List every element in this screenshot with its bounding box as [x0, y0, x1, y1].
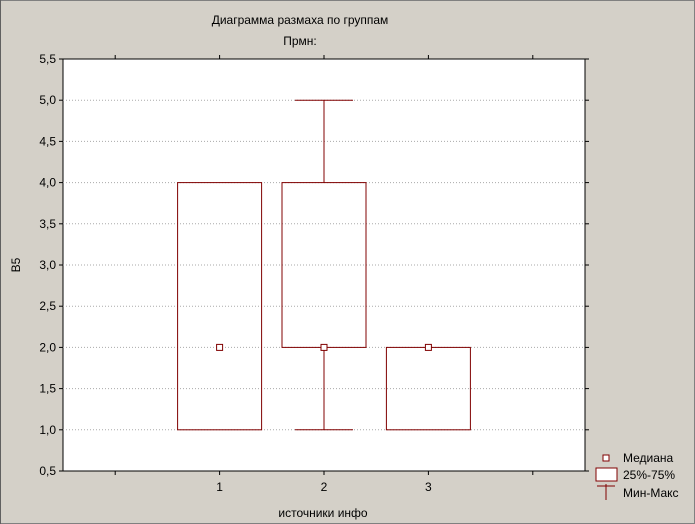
legend-box-label: 25%-75%: [623, 468, 675, 482]
x-tick-label: 1: [216, 480, 223, 494]
box-series: [177, 99, 471, 431]
x-tick-label: 3: [425, 480, 432, 494]
y-tick-label: 4,0: [39, 176, 56, 190]
x-axis-label: источники инфо: [278, 506, 368, 520]
y-axis-ticks: 0,5 1,0 1,5 2,0 2,5 3,0 3,5 4,0 4,5 5,0 5,5: [39, 52, 589, 478]
legend: Медиана 25%-75% Мин-Макс: [595, 451, 679, 500]
legend-median-label: Медиана: [623, 451, 674, 465]
y-tick-label: 5,5: [39, 52, 56, 66]
median-marker: [424, 343, 432, 351]
y-tick-label: 5,0: [39, 93, 56, 107]
x-tick-label: 2: [321, 480, 328, 494]
box-group-3: [385, 343, 471, 431]
chart-title: Диаграмма размаха по группам: [212, 13, 389, 27]
y-axis-label: B5: [9, 257, 23, 272]
y-tick-label: 3,0: [39, 258, 56, 272]
box-group-1: [177, 182, 263, 431]
legend-whisker-label: Мин-Макс: [623, 486, 679, 500]
y-tick-label: 4,5: [39, 134, 56, 148]
chart-subtitle: Прмн:: [283, 34, 317, 48]
x-axis-ticks: 1 2 3: [114, 55, 534, 494]
box-group-2: [281, 99, 367, 431]
legend-median-icon: [602, 454, 610, 462]
y-tick-label: 2,5: [39, 299, 56, 313]
legend-box-icon: [595, 467, 618, 482]
median-marker: [320, 343, 328, 351]
y-tick-label: 2,0: [39, 340, 56, 354]
y-tick-label: 1,5: [39, 382, 56, 396]
y-tick-label: 3,5: [39, 217, 56, 231]
box-iqr: [177, 182, 263, 431]
y-tick-label: 0,5: [39, 464, 56, 478]
y-tick-label: 1,0: [39, 423, 56, 437]
median-marker: [216, 343, 224, 351]
